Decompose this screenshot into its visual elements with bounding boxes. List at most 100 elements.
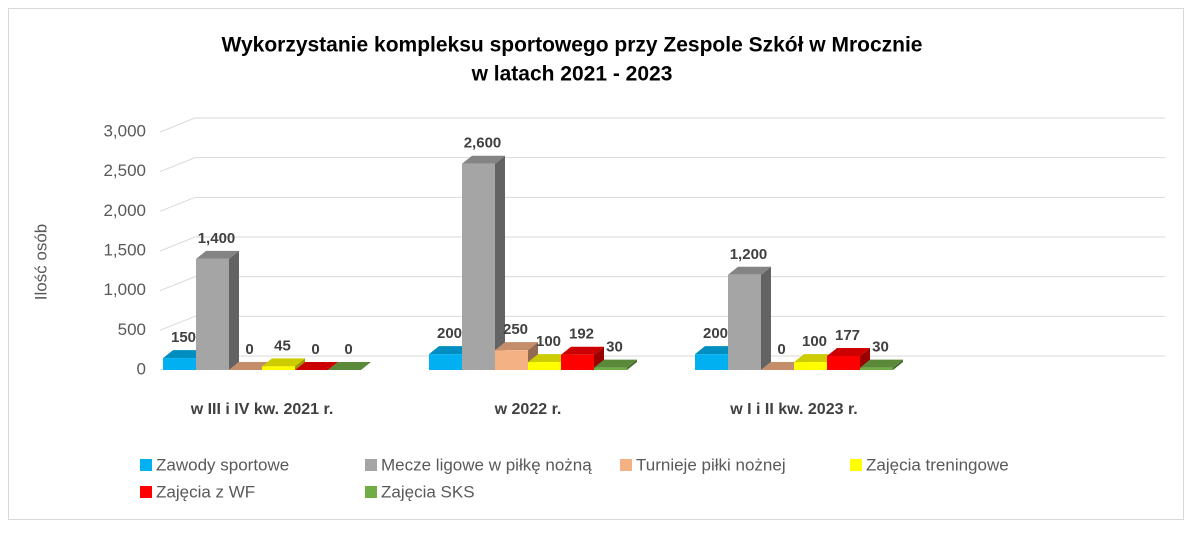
- legend-swatch: [850, 459, 862, 471]
- data-label: 30: [872, 339, 889, 356]
- bar-side: [295, 358, 305, 370]
- y-tick-label: 2,500: [103, 161, 146, 180]
- legend-label: Zajęcia SKS: [381, 482, 475, 501]
- bar: [728, 274, 761, 370]
- bar-top: [163, 350, 206, 359]
- grid-line: [159, 276, 1165, 292]
- bar-3d: [196, 250, 239, 370]
- bar-top: [827, 347, 870, 356]
- chart-title: Wykorzystanie kompleksu sportowego przy …: [222, 34, 923, 57]
- bar: [561, 354, 594, 370]
- y-tick-label: 3,000: [103, 121, 146, 140]
- data-label: 2,600: [464, 135, 502, 152]
- bar: [860, 367, 893, 370]
- y-axis-label: Ilość osób: [31, 224, 50, 301]
- data-label: 30: [606, 339, 623, 356]
- y-tick-label: 0: [137, 359, 146, 378]
- bar-3d: [761, 362, 804, 370]
- data-label: 192: [569, 326, 594, 343]
- bar: [462, 163, 495, 370]
- grid-line: [159, 157, 1165, 173]
- bar-top: [495, 342, 538, 351]
- bar-side: [761, 266, 771, 370]
- data-label: 45: [274, 337, 291, 354]
- legend-label: Mecze ligowe w piłkę nożną: [381, 455, 592, 474]
- bar: [827, 355, 860, 370]
- data-label: 100: [802, 333, 827, 350]
- bar-top: [561, 346, 604, 355]
- x-tick-label: w I i II kw. 2023 r.: [729, 401, 857, 418]
- bar-3d: [229, 362, 272, 370]
- bar-side: [860, 347, 870, 370]
- bar-side: [893, 359, 903, 370]
- data-label: 0: [777, 341, 785, 358]
- bar-3d: [328, 362, 371, 370]
- bar-3d: [594, 359, 637, 370]
- data-label: 250: [503, 321, 528, 338]
- legend-label: Zajęcia treningowe: [866, 455, 1009, 474]
- bar-3d: [827, 347, 870, 370]
- bar-3d: [262, 358, 305, 370]
- data-label: 0: [245, 341, 253, 358]
- bar: [495, 350, 528, 370]
- bar-3d: [462, 155, 505, 370]
- legend-swatch: [365, 486, 377, 498]
- bar-3d: [728, 266, 771, 370]
- bar: [262, 366, 295, 370]
- y-tick-label: 1,000: [103, 280, 146, 299]
- legend-label: Zajęcia z WF: [156, 482, 255, 501]
- bar: [528, 362, 561, 370]
- y-tick-label: 500: [118, 320, 146, 339]
- bar-top: [761, 362, 804, 370]
- bar-side: [495, 155, 505, 370]
- data-label: 1,200: [730, 246, 768, 263]
- grid-line: [159, 315, 1165, 331]
- data-label: 1,400: [198, 230, 236, 247]
- data-label: 100: [536, 333, 561, 350]
- grid-line: [159, 117, 1165, 133]
- bar-top: [860, 359, 903, 368]
- data-label: 150: [171, 329, 196, 346]
- bar-top: [594, 359, 637, 368]
- y-tick-label: 1,500: [103, 240, 146, 259]
- bar-top: [794, 354, 837, 363]
- bar-top: [695, 346, 738, 355]
- bar: [196, 258, 229, 370]
- bar-side: [229, 250, 239, 370]
- legend-label: Zawody sportowe: [156, 455, 289, 474]
- legend-swatch: [620, 459, 632, 471]
- legend-swatch: [140, 486, 152, 498]
- bar-top: [196, 250, 239, 259]
- bar-top: [229, 362, 272, 370]
- legend-swatch: [365, 459, 377, 471]
- data-label: 200: [703, 325, 728, 342]
- data-label: 200: [437, 325, 462, 342]
- bar-top: [262, 358, 305, 367]
- bar-top: [295, 362, 338, 370]
- bar-top: [429, 346, 472, 355]
- bar-3d: [561, 346, 604, 370]
- x-tick-label: w III i IV kw. 2021 r.: [190, 401, 334, 418]
- bar-side: [594, 346, 604, 370]
- data-label: 177: [835, 327, 860, 344]
- bar: [594, 367, 627, 370]
- bar-side: [627, 359, 637, 370]
- bar-top: [328, 362, 371, 370]
- bar: [429, 354, 462, 370]
- x-tick-label: w 2022 r.: [494, 401, 562, 418]
- bar-top: [528, 354, 571, 363]
- y-tick-label: 2,000: [103, 201, 146, 220]
- grid-line: [159, 196, 1165, 212]
- chart-title: w latach 2021 - 2023: [471, 63, 673, 86]
- legend-label: Turnieje piłki nożnej: [636, 455, 786, 474]
- data-label: 0: [311, 341, 319, 358]
- data-label: 0: [344, 341, 352, 358]
- grid-line: [159, 236, 1165, 252]
- bar-top: [728, 266, 771, 275]
- bar: [163, 358, 196, 370]
- legend-swatch: [140, 459, 152, 471]
- bar: [695, 354, 728, 370]
- bar: [794, 362, 827, 370]
- bar-top: [462, 155, 505, 164]
